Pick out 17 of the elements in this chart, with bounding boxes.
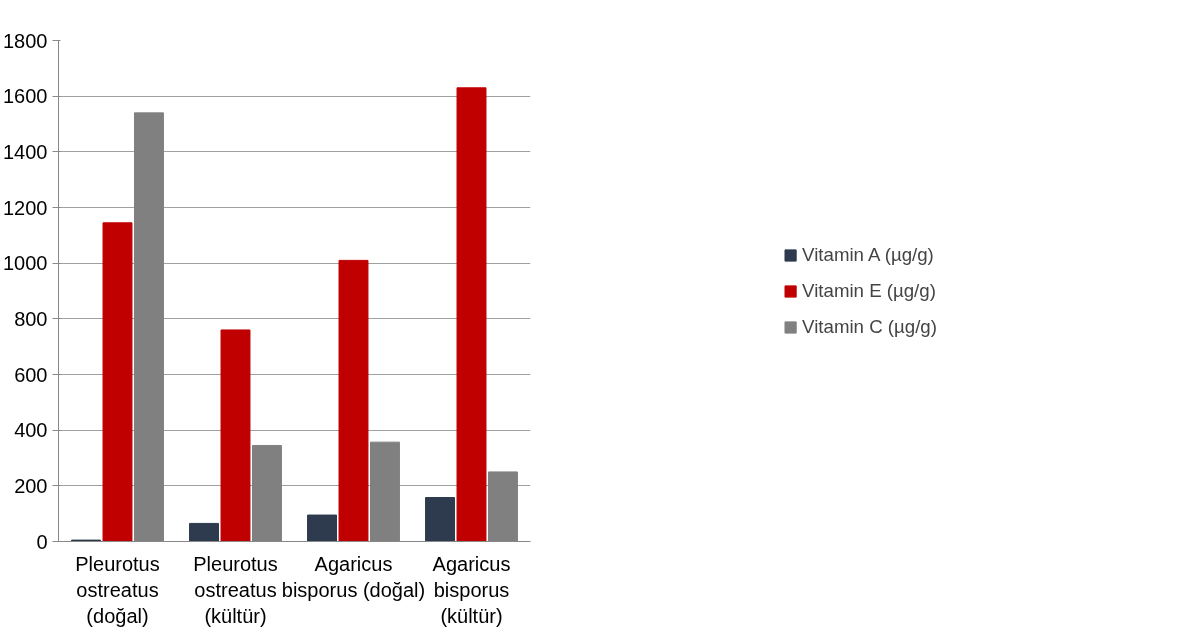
x-tick-label: Pleurotus ostreatus (doğal) bbox=[75, 552, 160, 628]
y-tick-label: 600 bbox=[14, 363, 48, 386]
x-tick-label: Pleurotus ostreatus (kültür) bbox=[193, 552, 278, 628]
legend-label: Vitamin E (µg/g) bbox=[802, 279, 936, 302]
y-tick-label: 200 bbox=[14, 474, 48, 497]
x-tick-label: Agaricus bisporus (doğal) bbox=[281, 552, 426, 601]
y-tick-label: 800 bbox=[14, 307, 48, 330]
y-tick-label: 0 bbox=[36, 530, 48, 553]
x-tick-label: Agaricus bisporus (kültür) bbox=[432, 552, 511, 628]
y-tick-label: 1400 bbox=[3, 140, 48, 163]
y-tick-label: 1200 bbox=[3, 196, 48, 219]
y-tick-label: 1600 bbox=[3, 85, 48, 108]
y-tick-label: 1000 bbox=[3, 252, 48, 275]
y-tick-label: 1800 bbox=[3, 29, 48, 52]
y-tick-label: 400 bbox=[14, 419, 48, 442]
legend-label: Vitamin C (µg/g) bbox=[802, 315, 937, 338]
legend-label: Vitamin A (µg/g) bbox=[802, 243, 934, 266]
